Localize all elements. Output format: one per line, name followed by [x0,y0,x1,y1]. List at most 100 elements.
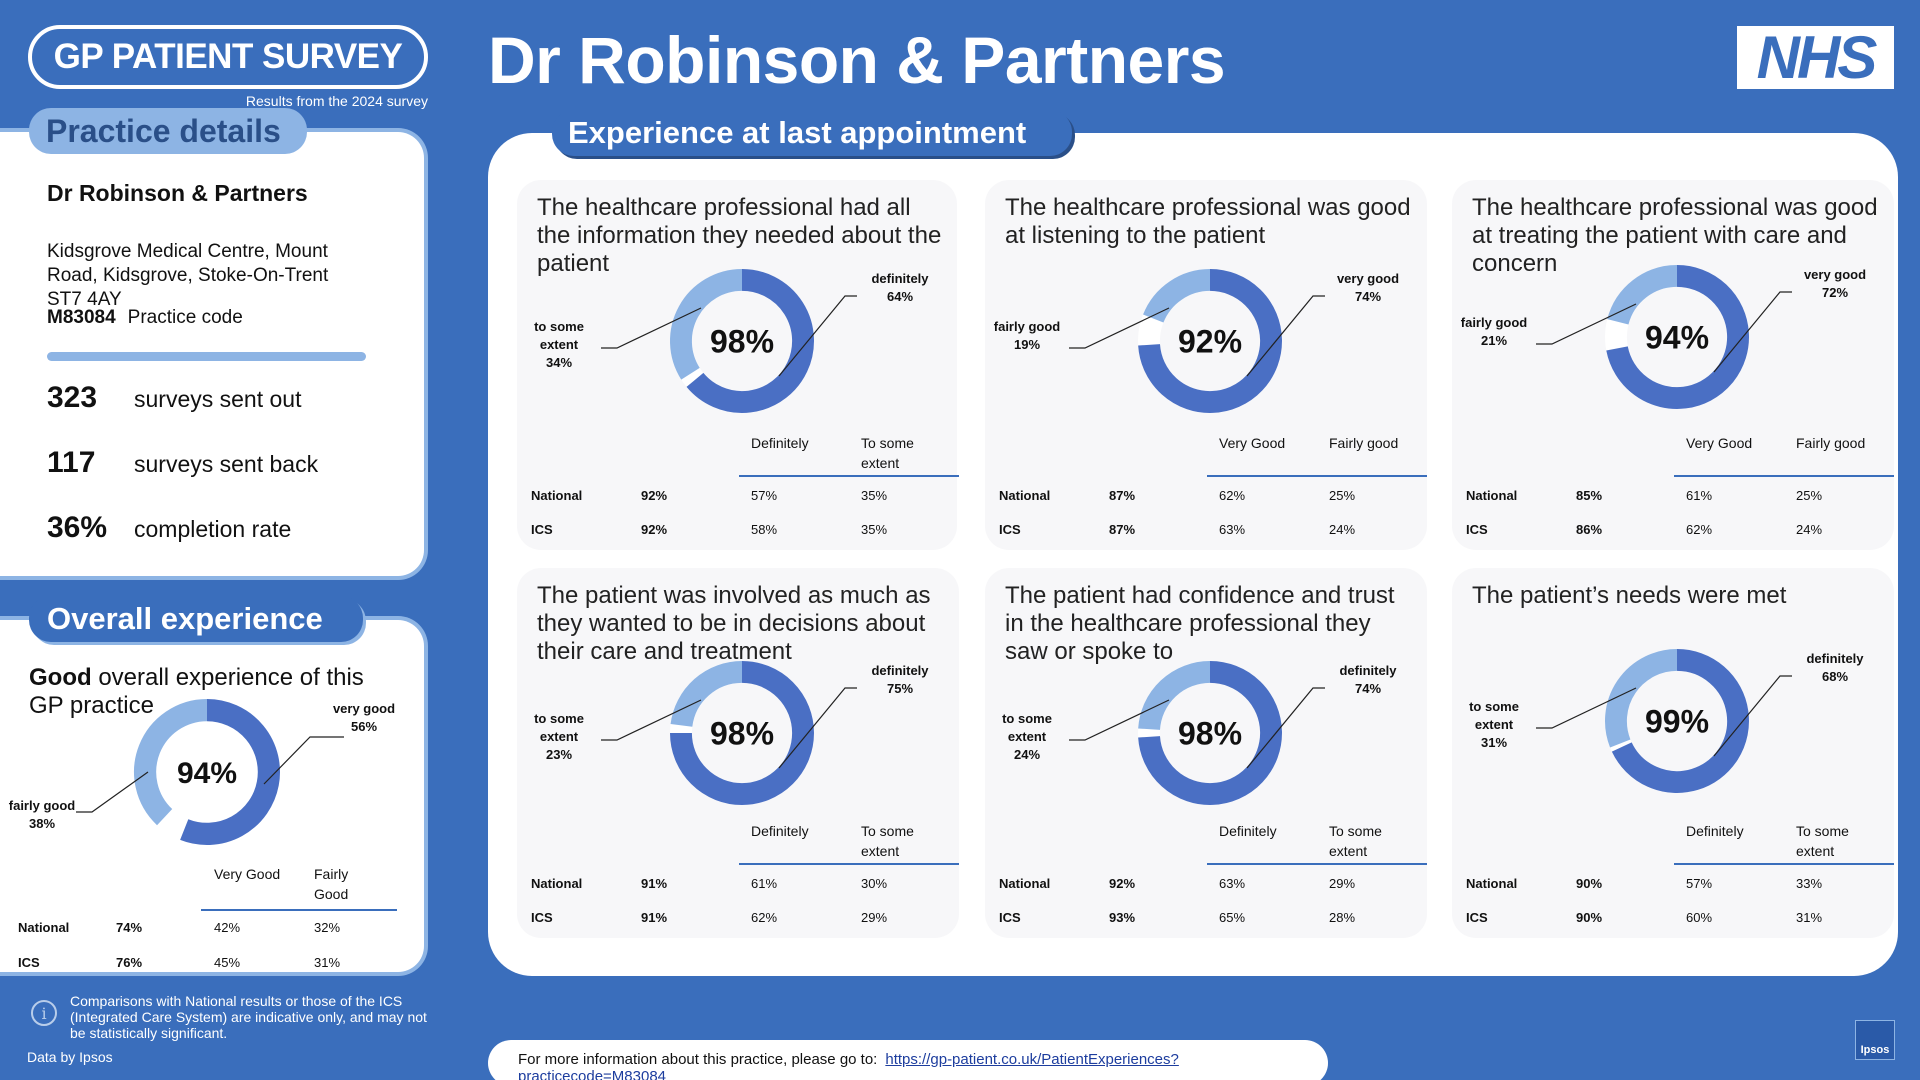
row-label: National [18,920,70,935]
callout-value: 38% [28,816,56,831]
row-value-a: 57% [751,488,778,503]
row-total: 74% [116,920,143,935]
question-card: The patient’s needs were met [1452,568,1894,938]
row-value-b: 31% [1796,910,1823,925]
callout-value: 68% [1821,669,1849,684]
column-header: Definitely [751,435,809,451]
row-value-b: 24% [1796,522,1823,537]
callout-primary: very good 74% [1325,270,1411,306]
donut-total: 99% [1645,704,1709,740]
row-value-b: 30% [861,876,888,891]
callout-label: very good [1336,271,1400,286]
callout-label: to some extent [1002,711,1052,744]
stat-label: surveys sent out [134,386,302,412]
question-card: The healthcare professional was good at … [985,180,1427,550]
overall-headline-rest: overall experience of this GP practice [29,664,364,719]
column-header: To some extent [1796,823,1849,859]
overall-comparison-table: Very Good Fairly Good National 74% 42% 32% ICS… [18,864,418,974]
callout-secondary: to some extent 23% [525,710,593,764]
info-icon: i [31,1000,57,1026]
row-total: 91% [641,876,668,891]
donut-total: 94% [1645,320,1709,356]
comparison-footnote: Comparisons with National results or tho… [70,993,427,1041]
donut-segment-primary [1138,661,1282,805]
column-header: Fairly good [1329,435,1399,451]
callout-secondary: fairly good 19% [993,318,1061,354]
row-value-a: 42% [214,920,241,935]
row-value-b: 29% [1329,876,1356,891]
donut-segment-primary [670,661,814,805]
donut-segment-secondary [134,699,208,826]
row-value-b: 25% [1329,488,1356,503]
question-card: The patient was involved as much as they… [517,568,959,938]
tab-practice-details-label: Practice details [46,112,281,149]
row-value-a: 62% [1686,522,1713,537]
row-total: 92% [641,522,668,537]
callout-primary: very good 72% [1792,266,1878,302]
row-label: ICS [999,910,1021,925]
donut-segment-secondary [1607,265,1678,326]
overall-headline: Good overall experience of this GP pract… [29,664,389,720]
gp-patient-survey-logo: GP PATIENT SURVEY [28,25,428,89]
row-total: 87% [1109,488,1136,503]
table-rule [1207,863,1427,865]
callout-value: 23% [545,747,573,762]
row-value-b: 24% [1329,522,1356,537]
question-text: The patient was involved as much as they… [537,582,931,665]
data-source: Data by Ipsos [27,1049,113,1065]
callout-label: fairly good [8,798,76,813]
row-value-b: 35% [861,522,888,537]
row-label: National [1466,876,1518,891]
column-header: To some extent [1329,823,1382,859]
question-text: The healthcare professional was good at … [1472,194,1878,277]
row-value-a: 61% [751,876,778,891]
stat-surveys-sent-out: 323 surveys sent out [47,381,301,415]
comparison-table: Definitely To some extent National 92% 57% 35… [531,433,961,543]
logo-subtitle: Results from the 2024 survey [245,93,428,109]
callout-value: 75% [886,681,914,696]
question-card: The healthcare professional had all the … [517,180,957,550]
row-value-b: 28% [1329,910,1356,925]
logo-text: GP PATIENT SURVEY [53,37,403,76]
callout-value: 21% [1480,333,1508,348]
callout-very-good: very good 56% [316,700,412,736]
row-value-b: 29% [861,910,888,925]
callout-value: 64% [886,289,914,304]
callout-label: definitely [1806,651,1864,666]
column-header: Definitely [751,823,809,839]
callout-label: very good [332,701,396,716]
column-header: To some extent [861,823,914,859]
row-label: ICS [531,522,553,537]
stat-surveys-sent-back: 117 surveys sent back [47,446,318,480]
column-header: To some extent [861,435,914,471]
column-header: Very Good [1219,435,1286,451]
overall-experience-card [0,616,428,976]
row-value-a: 58% [751,522,778,537]
row-label: National [999,876,1051,891]
more-info-bar: For more information about this practice… [488,1040,1328,1080]
row-label: ICS [999,522,1021,537]
row-value-a: 65% [1219,910,1246,925]
stat-label: completion rate [134,516,292,542]
column-header: Fairly Good [314,866,349,902]
callout-label: fairly good [1460,315,1528,330]
row-label: ICS [1466,522,1488,537]
more-info-text: For more information about this practice… [518,1051,878,1068]
donut-total: 98% [1178,716,1242,752]
practice-link[interactable]: https://gp-patient.co.uk/PatientExperien… [518,1051,1179,1080]
table-rule [739,475,959,477]
callout-value: 31% [1480,735,1508,750]
donut-chart: 94% [1605,265,1749,409]
comparison-table: Definitely To some extent National 92% 63% 29… [999,821,1429,931]
column-header: Very Good [1686,435,1753,451]
row-total: 90% [1576,876,1603,891]
nhs-logo: NHS [1737,24,1894,91]
callout-primary: definitely 68% [1792,650,1878,686]
overall-headline-bold: Good [29,664,92,691]
callout-value: 74% [1354,289,1382,304]
row-value-a: 63% [1219,876,1246,891]
callout-secondary: to some extent 24% [993,710,1061,764]
callout-value: 24% [1013,747,1041,762]
callout-label: definitely [871,663,929,678]
donut-segment-secondary [1143,269,1211,323]
